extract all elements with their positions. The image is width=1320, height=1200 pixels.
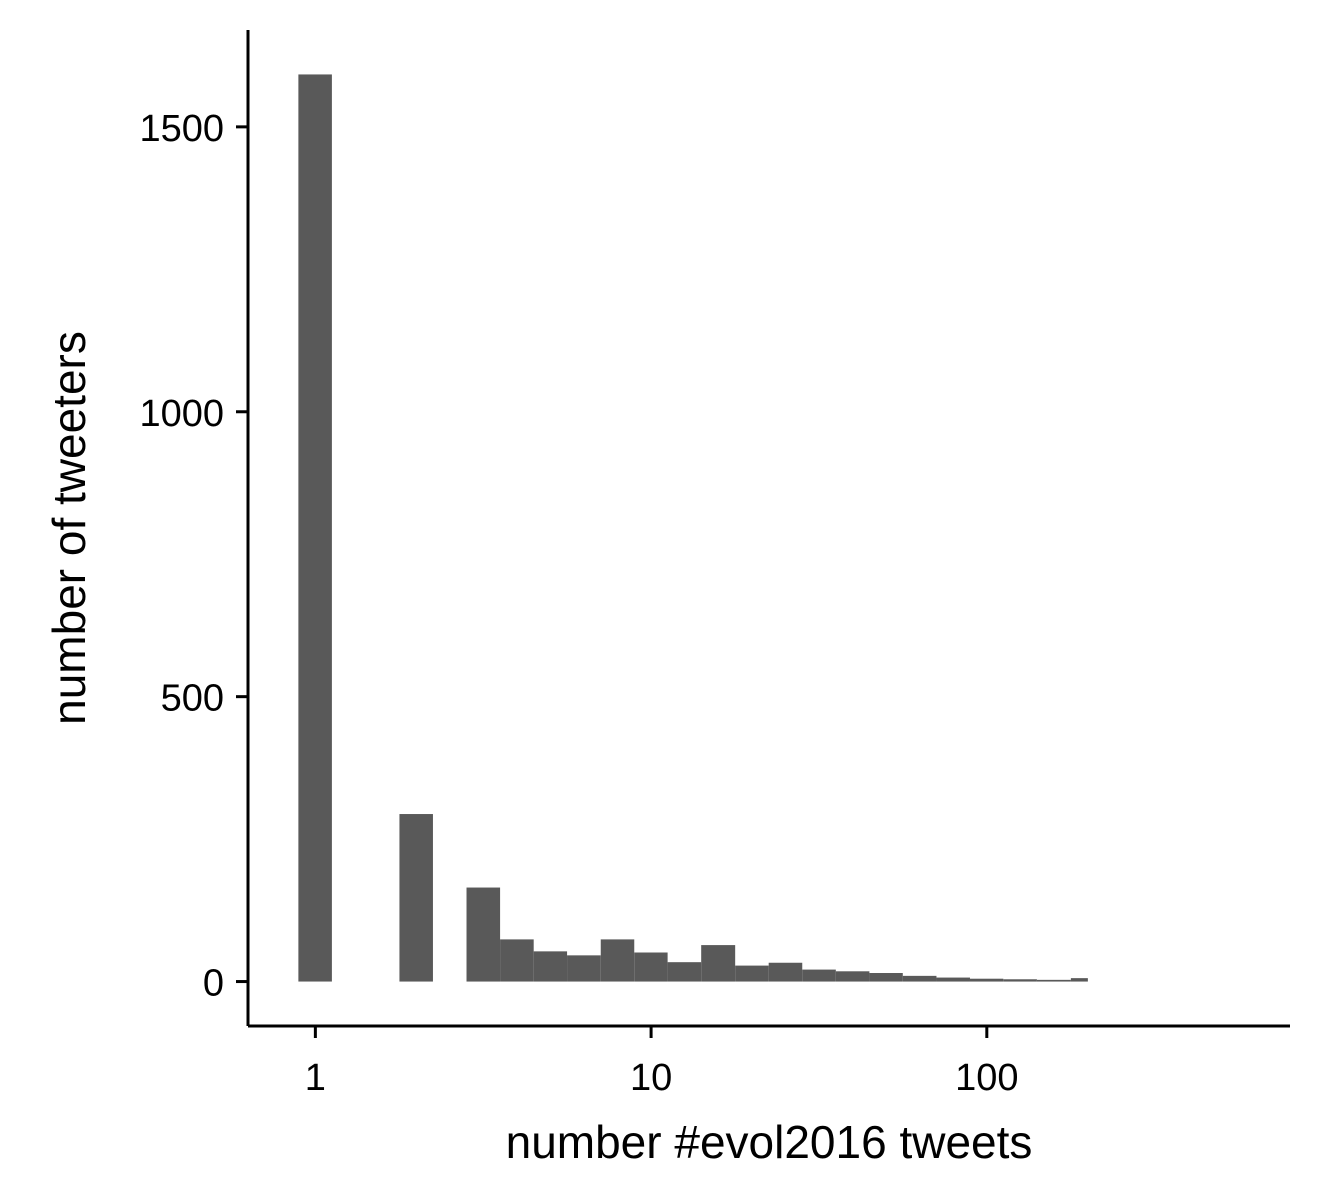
histogram-bar-12: [802, 969, 836, 982]
y-tick-label-3: 1500: [139, 108, 224, 150]
histogram-bar-11: [768, 962, 803, 982]
y-axis-ticks: 0 500 1000 1500: [139, 108, 248, 1005]
y-tick-label-2: 1000: [139, 393, 224, 435]
y-tick-label-0: 0: [203, 963, 224, 1005]
histogram-bar-17: [969, 978, 1004, 982]
histogram-bar-18: [1003, 979, 1037, 982]
x-tick-label-0: 1: [305, 1057, 326, 1099]
histogram-bar-15: [902, 975, 937, 982]
histogram-bar-1: [399, 814, 433, 982]
x-tick-label-1: 10: [630, 1057, 672, 1099]
histogram-bar-0: [298, 74, 332, 982]
y-tick-label-1: 500: [161, 678, 224, 720]
histogram-bar-7: [634, 952, 668, 982]
histogram-bar-13: [835, 971, 870, 982]
histogram-bar-14: [869, 973, 903, 982]
y-axis-title: number of tweeters: [43, 331, 95, 725]
histogram-bar-20: [1070, 978, 1088, 982]
histogram-bar-10: [735, 965, 769, 982]
histogram-bar-6: [600, 939, 635, 982]
histogram-bar-2: [466, 887, 501, 982]
histogram-bar-19: [1036, 979, 1071, 982]
histogram-bar-16: [936, 977, 970, 982]
histogram-bar-9: [701, 945, 736, 982]
histogram-bars: [298, 74, 1088, 982]
histogram-bar-5: [567, 955, 601, 982]
histogram-bar-3: [500, 939, 534, 982]
x-tick-label-2: 100: [955, 1057, 1018, 1099]
histogram-bar-4: [533, 951, 568, 982]
histogram-bar-8: [667, 962, 702, 982]
x-axis-title: number #evol2016 tweets: [506, 1116, 1033, 1168]
x-axis-ticks: 1 10 100: [305, 1026, 1019, 1099]
